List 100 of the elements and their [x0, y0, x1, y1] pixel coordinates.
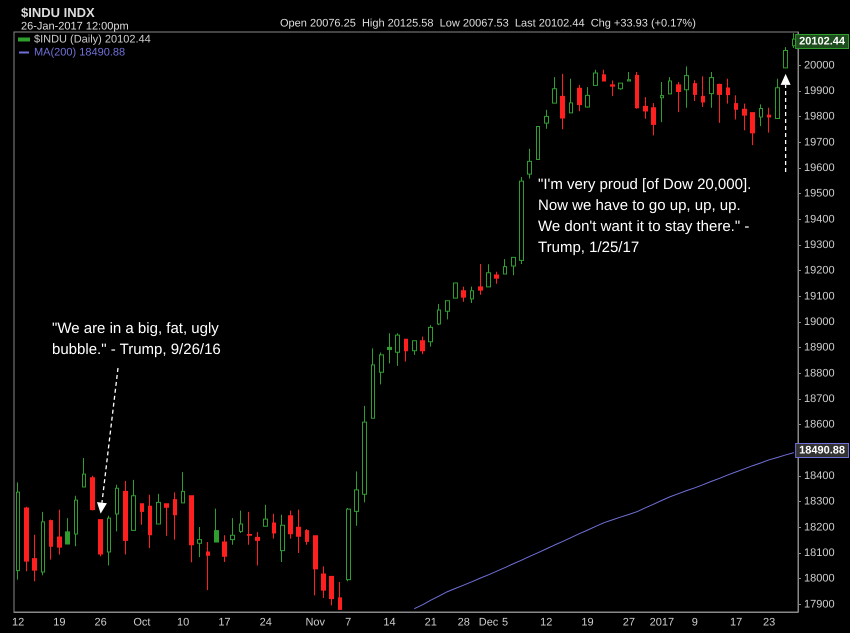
candlestick	[74, 495, 78, 547]
candlestick	[461, 286, 466, 302]
candlestick	[668, 76, 672, 94]
candlestick	[164, 503, 169, 536]
candlestick	[41, 511, 45, 576]
x-tick-label: 19	[53, 616, 66, 628]
candlestick	[428, 324, 433, 348]
candlestick	[486, 264, 491, 288]
x-tick-label: 14	[383, 616, 396, 628]
x-tick-label: 12	[540, 616, 552, 628]
candlestick	[742, 103, 747, 131]
candlestick	[255, 532, 260, 566]
candlestick	[643, 96, 648, 120]
candlestick	[527, 148, 532, 180]
x-tick-label: 2017	[650, 616, 674, 628]
x-tick-label: 23	[762, 616, 776, 628]
candlestick	[346, 508, 351, 582]
chart-title: $INDU INDX	[21, 5, 96, 20]
y-tick-label: 19500	[804, 188, 835, 200]
candlestick	[123, 480, 128, 556]
candlestick	[709, 72, 714, 108]
x-tick-label: Dec	[478, 616, 499, 628]
candlestick	[107, 515, 111, 566]
x-tick-label: Nov	[305, 616, 326, 628]
candlestick	[98, 519, 103, 557]
candlestick	[321, 566, 326, 598]
candlestick	[585, 86, 590, 108]
chart-subtitle: 26-Jan-2017 12:00pm	[21, 20, 129, 32]
candlestick	[214, 508, 219, 542]
candlestick	[693, 80, 697, 102]
x-tick-label: Oct	[133, 616, 150, 628]
candlestick	[288, 510, 293, 540]
candlestick	[16, 482, 20, 580]
candlestick	[115, 484, 119, 532]
candlestick	[313, 535, 318, 596]
y-tick-label: 18100	[804, 546, 835, 559]
candlestick	[404, 338, 408, 362]
y-tick-label: 19800	[804, 110, 835, 123]
y-tick-label: 18400	[804, 470, 835, 482]
candlestick	[577, 84, 582, 112]
candlestick	[371, 348, 375, 419]
candlestick	[536, 126, 540, 160]
y-tick-label: 18900	[804, 342, 835, 354]
y-tick-label: 18600	[804, 418, 835, 431]
y-tick-label: 18800	[804, 367, 835, 380]
y-tick-label: 18700	[804, 392, 835, 405]
y-tick-label: 19000	[804, 316, 835, 328]
candlestick	[750, 112, 755, 146]
y-tick-label: 18000	[804, 572, 835, 585]
candlestick	[701, 76, 705, 108]
candlestick	[734, 94, 738, 120]
candlestick	[627, 72, 631, 82]
candlestick	[181, 472, 185, 504]
candlestick	[296, 509, 301, 554]
y-tick-label: 17900	[804, 598, 835, 610]
candlestick	[263, 504, 268, 527]
y-tick-label: 19600	[804, 162, 835, 174]
y-tick-label: 19100	[804, 290, 835, 302]
candlestick	[387, 332, 392, 364]
candlestick	[470, 286, 474, 304]
candlestick	[635, 72, 639, 110]
candlestick	[783, 46, 788, 68]
candlestick	[412, 340, 417, 356]
candlestick	[494, 271, 499, 284]
x-tick-label: 5	[502, 616, 508, 628]
candlestick	[676, 82, 681, 113]
annotation: "I'm very proud [of Dow 20,000]. Now we have to go up, up, up. We don't want it to stay there." - Trump, 1/25/17	[538, 176, 756, 256]
candlestick	[775, 78, 780, 119]
candlestick	[684, 66, 689, 108]
candlestick	[503, 258, 507, 275]
legend-label: MA(200) 18490.88	[34, 46, 126, 58]
candlestick	[140, 503, 144, 526]
candlestick	[651, 102, 656, 136]
candlestick	[272, 513, 276, 540]
candlestick	[726, 78, 730, 104]
candlestick	[338, 581, 342, 610]
candlestick	[362, 405, 367, 503]
candlestick	[197, 526, 202, 558]
candlestick	[305, 528, 309, 546]
y-tick-label: 19400	[804, 213, 835, 226]
candlestick	[32, 534, 37, 582]
candlestick	[660, 82, 664, 123]
x-tick-label: 21	[424, 616, 437, 628]
candlestick	[519, 176, 524, 264]
x-tick-label: 28	[458, 616, 470, 628]
candlestick	[552, 76, 557, 104]
candlestick	[602, 69, 606, 82]
candlestick	[148, 494, 152, 549]
y-tick-label: 18300	[804, 496, 835, 508]
y-tick-label: 19200	[804, 264, 835, 277]
candlestick	[759, 104, 763, 127]
candlestick	[189, 495, 194, 563]
candlestick	[222, 534, 227, 562]
candlestick	[420, 336, 425, 355]
candlestick	[24, 506, 29, 572]
candlestick	[156, 493, 161, 524]
candlestick	[717, 83, 722, 124]
x-tick-label: 17	[730, 616, 742, 628]
candlestick	[453, 282, 458, 299]
candlestick	[82, 458, 86, 488]
